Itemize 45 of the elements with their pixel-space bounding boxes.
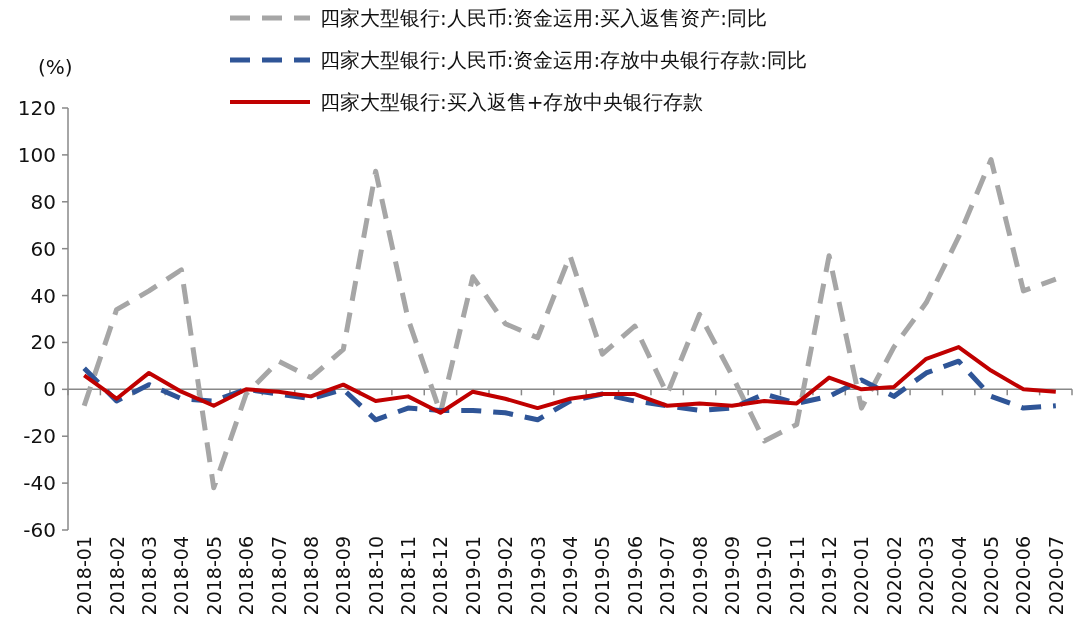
x-tick-label: 2019-04 [559,536,581,616]
legend-label: 四家大型银行:买入返售+存放中央银行存款 [320,90,704,114]
x-tick-label: 2018-08 [299,536,322,616]
x-tick-label: 2019-02 [494,536,517,616]
x-tick-label: 2019-03 [526,536,549,616]
y-tick-label: 80 [30,189,56,214]
x-tick-label: 2018-10 [364,536,387,616]
x-tick-label: 2018-04 [170,536,193,616]
x-tick-label: 2019-06 [623,536,646,616]
x-tick-label: 2018-01 [73,536,96,616]
x-tick-label: 2018-09 [332,536,355,616]
y-axis-title: (%) [38,55,73,79]
x-tick-label: 2019-08 [688,536,711,616]
x-tick-label: 2018-03 [137,536,160,616]
legend-label: 四家大型银行:人民币:资金运用:买入返售资产:同比 [320,6,767,30]
x-tick-label: 2020-02 [882,536,905,616]
y-tick-label: 0 [43,377,56,402]
x-tick-label: 2019-07 [656,536,679,616]
x-tick-label: 2019-10 [753,536,776,616]
x-tick-label: 2020-03 [915,536,938,616]
y-tick-label: 40 [30,283,56,308]
x-tick-label: 2020-01 [850,536,873,616]
y-tick-label: 120 [17,96,56,120]
x-tick-label: 2018-11 [397,536,420,616]
x-tick-label: 2019-12 [818,536,841,616]
x-tick-label: 2019-01 [461,536,484,616]
x-tick-label: 2020-05 [980,536,1003,616]
y-tick-label: -20 [23,424,56,449]
x-tick-label: 2019-11 [785,536,808,616]
legend-label: 四家大型银行:人民币:资金运用:存放中央银行存款:同比 [320,48,807,72]
x-tick-label: 2018-07 [267,536,290,616]
x-tick-label: 2019-05 [591,536,614,616]
x-tick-label: 2018-05 [202,536,225,616]
x-tick-label: 2020-04 [947,536,970,616]
x-tick-label: 2020-07 [1044,536,1067,616]
y-tick-label: 100 [17,142,56,167]
x-tick-label: 2018-12 [429,536,452,616]
x-tick-label: 2018-02 [105,536,128,616]
x-tick-label: 2019-09 [720,536,743,616]
y-tick-label: 20 [30,330,56,355]
x-tick-label: 2020-06 [1012,536,1035,616]
y-tick-label: -60 [23,518,56,542]
y-tick-label: -40 [23,471,56,496]
y-tick-label: 60 [30,236,56,261]
x-tick-label: 2018-06 [235,536,258,616]
